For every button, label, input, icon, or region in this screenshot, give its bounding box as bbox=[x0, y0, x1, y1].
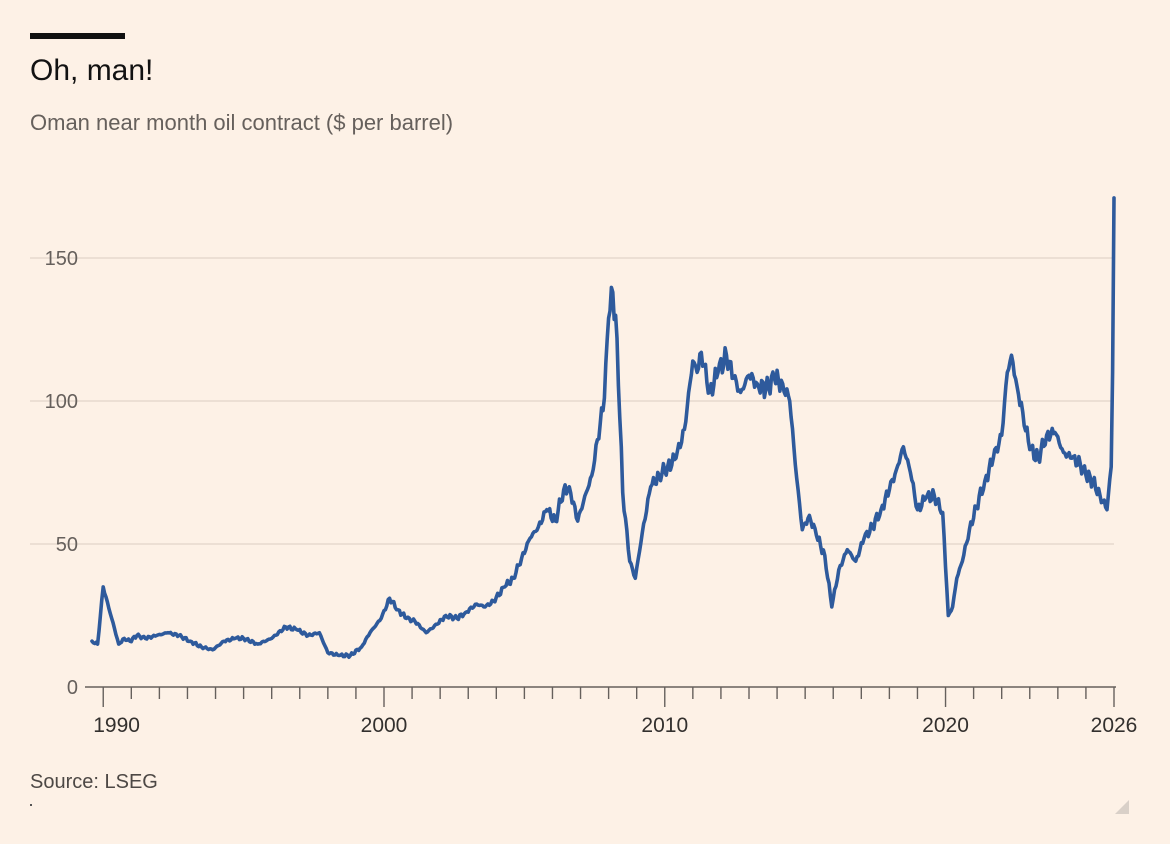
series-line-0 bbox=[90, 196, 1116, 659]
chart-title: Oh, man! bbox=[30, 54, 154, 87]
y-tick-label-0: 0 bbox=[67, 677, 78, 699]
x-tick-label-2026: 2026 bbox=[1091, 714, 1138, 737]
y-tick-label-150: 150 bbox=[45, 248, 78, 270]
resize-handle-icon bbox=[1115, 800, 1129, 814]
x-axis: 1990 2000 2010 2020 2026 bbox=[85, 686, 1138, 737]
series-layer bbox=[90, 196, 1116, 659]
y-axis: 0 50 100 150 bbox=[45, 248, 78, 699]
x-tick-label-1990: 1990 bbox=[93, 714, 140, 737]
x-tick-label-2020: 2020 bbox=[922, 714, 969, 737]
y-tick-label-50: 50 bbox=[56, 534, 78, 556]
stray-dot bbox=[30, 804, 32, 806]
x-tick-label-2010: 2010 bbox=[641, 714, 688, 737]
title-accent-bar bbox=[30, 33, 125, 39]
source-note: Source: LSEG bbox=[30, 771, 158, 793]
y-tick-label-100: 100 bbox=[45, 391, 78, 413]
chart-subtitle: Oman near month oil contract ($ per barr… bbox=[30, 110, 454, 135]
x-tick-label-2000: 2000 bbox=[361, 714, 408, 737]
gridlines bbox=[30, 257, 1114, 545]
